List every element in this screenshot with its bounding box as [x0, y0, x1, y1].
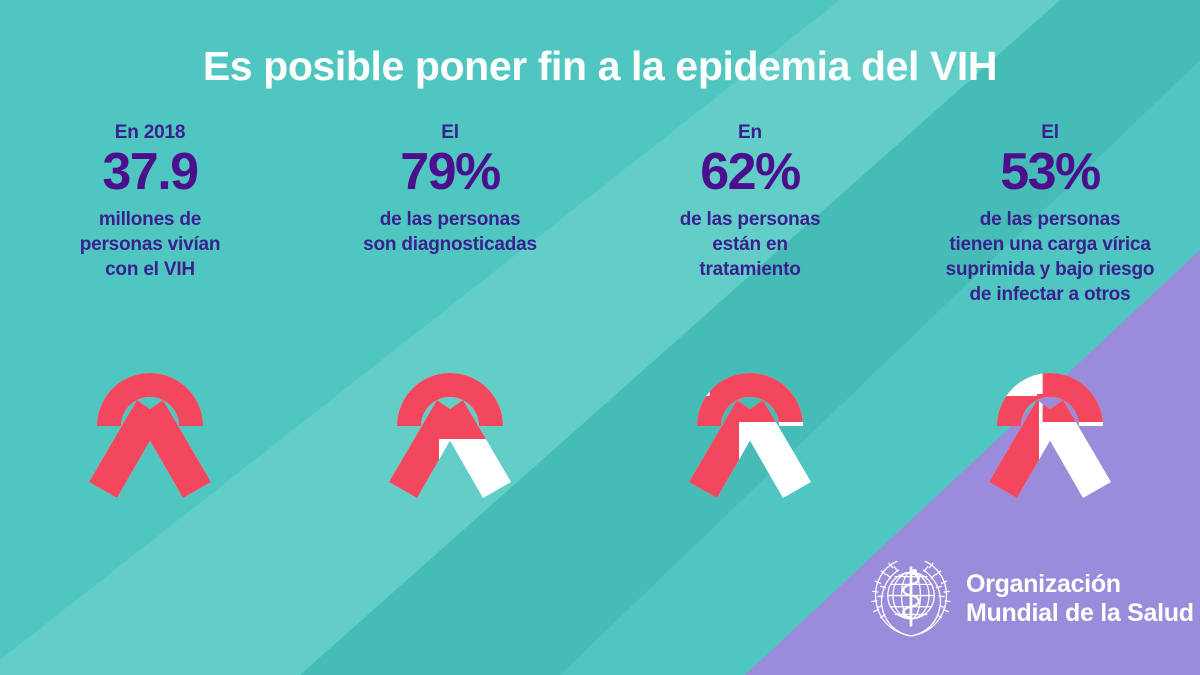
ribbon-cell-1	[0, 330, 300, 550]
stat-description: de las personas son diagnosticadas	[363, 208, 537, 255]
stat-column-4: El 53% de las personas tienen una carga …	[900, 122, 1200, 307]
stat-description: millones de personas vivían con el VIH	[79, 208, 221, 281]
ribbon-cell-2	[300, 330, 600, 550]
stat-value: 53%	[1000, 142, 1101, 201]
stat-column-1: En 2018 37.9 millones de personas vivían…	[0, 122, 300, 282]
ribbons-row	[0, 330, 1200, 550]
stat-prefix: El	[441, 122, 459, 143]
stat-prefix: El	[1041, 122, 1059, 143]
stat-prefix: En	[738, 122, 762, 143]
stat-description: de las personas tienen una carga vírica …	[945, 208, 1155, 306]
awareness-ribbon-icon	[689, 373, 811, 498]
stats-row: En 2018 37.9 millones de personas vivían…	[0, 122, 1200, 307]
stat-value: 62%	[700, 142, 801, 201]
who-logo-text: Organización Mundial de la Salud	[966, 570, 1194, 627]
ribbon-cell-3	[600, 330, 900, 550]
ribbon-cell-4	[900, 330, 1200, 550]
who-emblem-icon	[871, 560, 951, 637]
stat-value: 79%	[400, 142, 501, 201]
awareness-ribbon-icon	[389, 373, 511, 498]
stat-prefix: En 2018	[114, 122, 186, 143]
stat-description: de las personas están en tratamiento	[679, 208, 821, 281]
who-logo: Organización Mundial de la Salud	[868, 556, 1194, 642]
stat-column-3: En 62% de las personas están en tratamie…	[600, 122, 900, 282]
stat-column-2: El 79% de las personas son diagnosticada…	[300, 122, 600, 257]
stat-value: 37.9	[102, 142, 199, 201]
awareness-ribbon-icon	[989, 373, 1111, 498]
awareness-ribbon-icon	[89, 373, 211, 498]
page-title: Es posible poner fin a la epidemia del V…	[202, 43, 998, 89]
